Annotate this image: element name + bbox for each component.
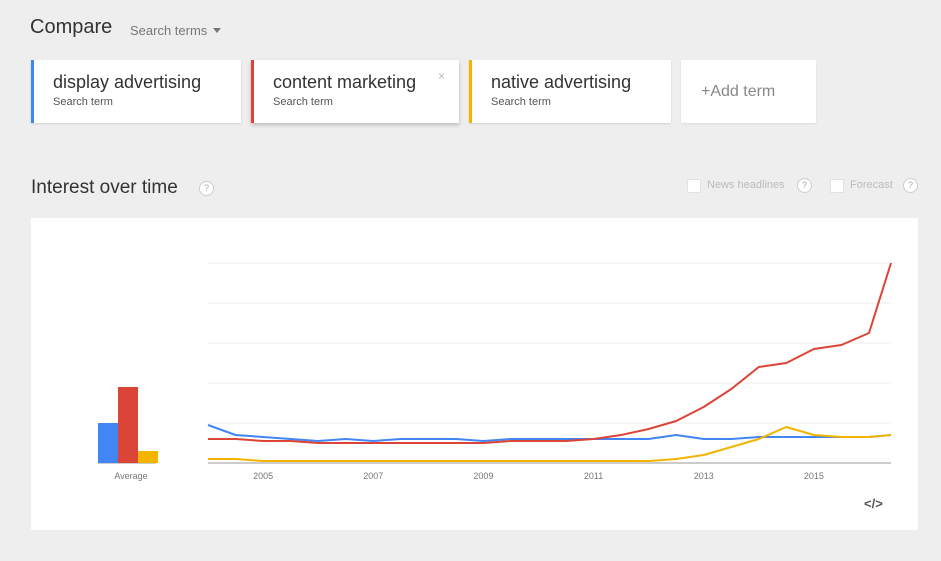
term-card-content-marketing[interactable]: content marketing Search term × bbox=[251, 60, 459, 123]
term-card-native-advertising[interactable]: native advertising Search term bbox=[469, 60, 671, 123]
average-bar bbox=[98, 423, 118, 463]
term-sub: Search term bbox=[491, 96, 551, 108]
x-tick-label: 2011 bbox=[584, 471, 603, 481]
help-icon[interactable]: ? bbox=[903, 178, 918, 193]
term-sub: Search term bbox=[273, 96, 333, 108]
news-headlines-label: News headlines bbox=[707, 179, 785, 191]
interest-over-time-label: Interest over time bbox=[31, 177, 178, 198]
help-icon[interactable]: ? bbox=[199, 181, 215, 196]
term-name: display advertising bbox=[53, 72, 202, 92]
search-terms-dropdown[interactable]: Search terms bbox=[130, 23, 222, 38]
term-name: native advertising bbox=[491, 72, 632, 92]
term-card-display-advertising[interactable]: display advertising Search term bbox=[31, 60, 241, 123]
series-line bbox=[207, 424, 892, 442]
term-color-bar bbox=[251, 60, 254, 123]
average-label: Average bbox=[114, 471, 147, 481]
x-tick-label: 2013 bbox=[694, 471, 714, 481]
help-icon[interactable]: ? bbox=[797, 178, 812, 193]
term-color-bar bbox=[31, 60, 34, 123]
close-icon[interactable]: × bbox=[437, 69, 445, 83]
add-term-button[interactable]: +Add term bbox=[681, 60, 816, 123]
forecast-checkbox[interactable] bbox=[830, 179, 844, 193]
search-terms-dropdown-label: Search terms bbox=[130, 23, 208, 38]
series-line bbox=[208, 262, 892, 444]
compare-title: Compare bbox=[30, 16, 113, 38]
embed-code-icon[interactable]: </> bbox=[864, 496, 883, 511]
interest-over-time-title: Interest over time ? bbox=[31, 177, 215, 199]
average-bar bbox=[138, 451, 158, 463]
x-tick-label: 2009 bbox=[473, 471, 493, 481]
chevron-down-icon bbox=[213, 28, 222, 33]
forecast-label: Forecast bbox=[850, 179, 893, 191]
term-name: content marketing bbox=[273, 72, 417, 92]
add-term-label: +Add term bbox=[701, 83, 776, 100]
term-color-bar bbox=[469, 60, 472, 123]
x-tick-label: 2015 bbox=[804, 471, 824, 481]
series-line bbox=[208, 426, 892, 462]
term-sub: Search term bbox=[53, 96, 113, 108]
x-tick-label: 2005 bbox=[253, 471, 273, 481]
interest-chart: Average 2005 2007 2009 2011 2013 2015 bbox=[98, 262, 892, 481]
x-tick-label: 2007 bbox=[363, 471, 383, 481]
chart-panel: Average 2005 2007 2009 2011 2013 2015 bbox=[31, 218, 918, 530]
average-bar bbox=[118, 387, 138, 463]
news-headlines-checkbox[interactable] bbox=[687, 179, 701, 193]
